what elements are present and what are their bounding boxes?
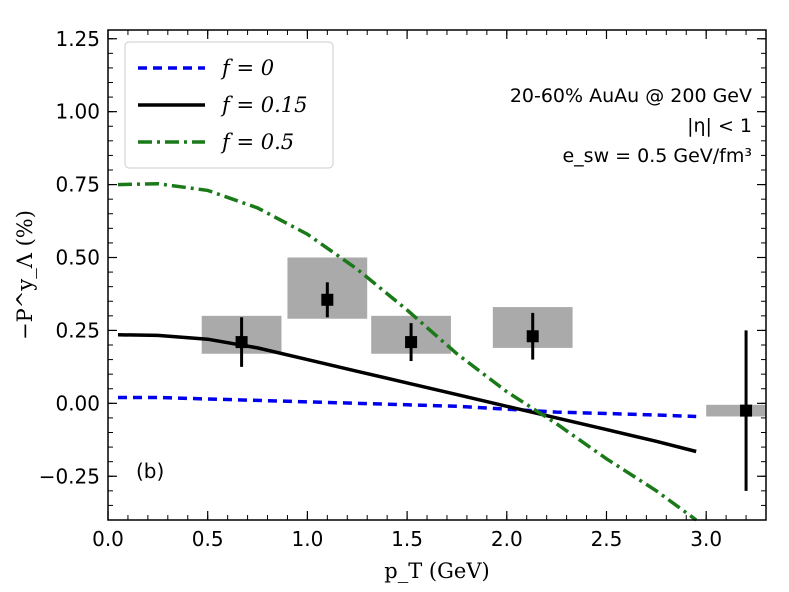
curve-0 xyxy=(118,395,697,419)
y-tick-label-4: 0.75 xyxy=(55,173,100,197)
panel-label: (b) xyxy=(136,459,164,483)
data-point-4 xyxy=(740,404,753,417)
legend: f = 0 f = 0.15 f = 0.5 xyxy=(124,41,334,169)
curve-2 xyxy=(117,181,698,522)
x-tick-label-1: 0.5 xyxy=(192,527,224,551)
curve-1 xyxy=(117,333,697,454)
x-tick-label-2: 1.0 xyxy=(291,527,323,551)
annotation-0: 20-60% AuAu @ 200 GeV xyxy=(510,85,752,107)
y-tick-label-5: 1.00 xyxy=(55,100,100,124)
model-curves xyxy=(117,181,698,522)
sys-box-4 xyxy=(706,404,766,417)
y-tick-label-6: 1.25 xyxy=(55,27,100,51)
data-point-0 xyxy=(235,336,248,349)
data-point-2 xyxy=(405,336,418,349)
annotations: 20-60% AuAu @ 200 GeV |η| < 1 e_sw = 0.5 G… xyxy=(510,85,752,167)
axis-ticks xyxy=(107,30,767,521)
y-tick-label-0: −0.25 xyxy=(39,464,100,488)
y-tick-label-3: 0.50 xyxy=(55,246,100,270)
legend-label-1: f = 0.15 xyxy=(220,93,307,117)
x-tick-label-3: 1.5 xyxy=(391,527,423,551)
axis-tick-labels: 0.0 0.5 1.0 1.5 2.0 2.5 3.0 −0.25 0.00 0.25 0.50 0.… xyxy=(39,27,722,551)
y-tick-label-1: 0.00 xyxy=(55,391,100,415)
x-tick-label-0: 0.0 xyxy=(92,527,124,551)
annotation-2: e_sw = 0.5 GeV/fm³ xyxy=(562,145,752,167)
legend-label-2: f = 0.5 xyxy=(220,130,294,154)
data-points xyxy=(235,282,753,491)
systematic-error-boxes xyxy=(201,257,766,417)
data-point-3 xyxy=(526,330,539,343)
plot-frame xyxy=(107,29,767,521)
legend-box xyxy=(124,41,334,169)
y-axis-title: −P^y_Λ (%) xyxy=(13,210,37,340)
x-tick-label-4: 2.0 xyxy=(491,527,523,551)
x-tick-label-6: 3.0 xyxy=(690,527,722,551)
y-tick-label-2: 0.25 xyxy=(55,318,100,342)
x-tick-label-5: 2.5 xyxy=(591,527,623,551)
legend-label-0: f = 0 xyxy=(220,56,274,80)
x-axis-title: p_T (GeV) xyxy=(384,559,489,583)
data-point-1 xyxy=(321,293,334,306)
annotation-1: |η| < 1 xyxy=(687,115,752,137)
